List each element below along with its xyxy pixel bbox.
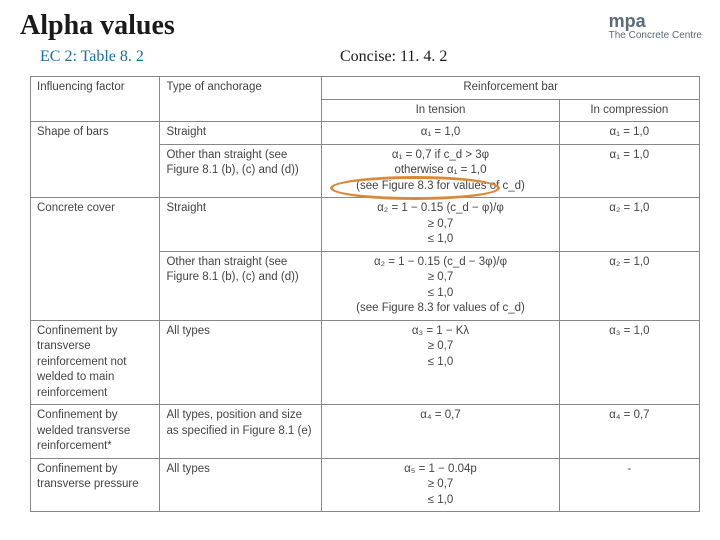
subhead-left: EC 2: Table 8. 2 (40, 48, 340, 66)
alpha-values-table: Influencing factor Type of anchorage Rei… (30, 76, 700, 512)
th-factor: Influencing factor (31, 77, 160, 122)
th-compression: In compression (559, 99, 699, 122)
cell-type: All types (160, 458, 322, 512)
cell-type: Other than straight (see Figure 8.1 (b),… (160, 251, 322, 320)
cell-factor: Confinement by welded transverse reinfor… (31, 405, 160, 459)
cell-type: Other than straight (see Figure 8.1 (b),… (160, 144, 322, 198)
cell-comp: α₃ = 1,0 (559, 320, 699, 405)
cell-factor: Confinement by transverse pressure (31, 458, 160, 512)
cell-type: All types (160, 320, 322, 405)
cell-tension: α₄ = 0,7 (322, 405, 559, 459)
cell-comp: - (559, 458, 699, 512)
subhead-row: EC 2: Table 8. 2 Concise: 11. 4. 2 (0, 44, 720, 76)
cell-comp: α₁ = 1,0 (559, 144, 699, 198)
cell-comp: α₂ = 1,0 (559, 198, 699, 252)
logo-tagline: The Concrete Centre (609, 30, 702, 41)
mpa-crescent-icon (561, 8, 605, 44)
cell-comp: α₄ = 0,7 (559, 405, 699, 459)
cell-type: All types, position and size as specifie… (160, 405, 322, 459)
cell-tension: α₁ = 0,7 if c_d > 3φotherwise α₁ = 1,0(s… (322, 144, 559, 198)
cell-tension: α₂ = 1 − 0.15 (c_d − φ)/φ≥ 0,7≤ 1,0 (322, 198, 559, 252)
cell-factor: Confinement by transverse reinforcement … (31, 320, 160, 405)
cell-tension: α₁ = 1,0 (322, 122, 559, 145)
mpa-logo: mpa The Concrete Centre (561, 8, 702, 44)
logo-brand: mpa (609, 12, 702, 30)
cell-comp: α₁ = 1,0 (559, 122, 699, 145)
cell-comp: α₂ = 1,0 (559, 251, 699, 320)
th-tension: In tension (322, 99, 559, 122)
th-bar: Reinforcement bar (322, 77, 700, 100)
cell-factor: Shape of bars (31, 122, 160, 198)
subhead-right: Concise: 11. 4. 2 (340, 48, 447, 66)
cell-tension: α₅ = 1 − 0.04p≥ 0,7≤ 1,0 (322, 458, 559, 512)
th-type: Type of anchorage (160, 77, 322, 122)
cell-tension: α₂ = 1 − 0.15 (c_d − 3φ)/φ≥ 0,7≤ 1,0(see… (322, 251, 559, 320)
cell-type: Straight (160, 122, 322, 145)
cell-tension: α₃ = 1 − Kλ≥ 0,7≤ 1,0 (322, 320, 559, 405)
cell-factor: Concrete cover (31, 198, 160, 321)
cell-type: Straight (160, 198, 322, 252)
